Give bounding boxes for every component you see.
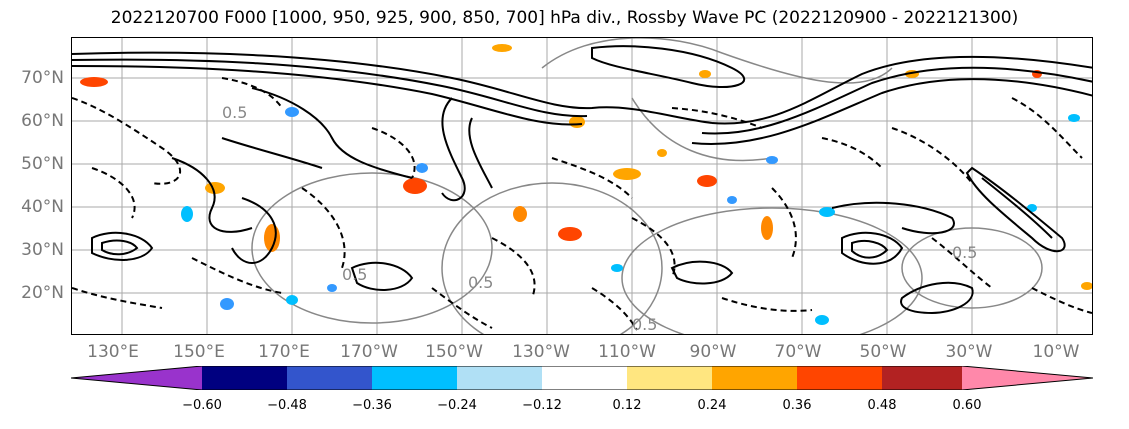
map-title: 2022120700 F000 [1000, 950, 925, 900, 85… (110, 8, 1019, 28)
lon-label-150e: 150°E (173, 342, 225, 362)
colorbar-segment (457, 366, 542, 390)
lon-label-90w: 90°W (689, 342, 737, 362)
colorbar-tick: −0.12 (522, 398, 562, 413)
colorbar-tick: −0.36 (352, 398, 392, 413)
colorbar-tick: 0.24 (697, 398, 727, 413)
colorbar-segment (882, 366, 962, 390)
colorbar-tick: 0.48 (867, 398, 897, 413)
divergence-contours (72, 45, 1092, 315)
colorbar-upper-extend (962, 366, 1093, 390)
colorbar-tick: −0.48 (267, 398, 307, 413)
lon-label-70w: 70°W (774, 342, 822, 362)
colorbar-tick: 0.36 (782, 398, 812, 413)
colorbar-segment (542, 366, 627, 390)
contour-label: 0.5 (632, 315, 657, 334)
colorbar-tick: −0.60 (182, 398, 222, 413)
lon-label-10w: 10°W (1032, 342, 1080, 362)
lon-label-150w: 150°W (425, 342, 483, 362)
contour-label: 0.5 (342, 265, 367, 284)
colorbar-lower-extend (71, 366, 202, 390)
divergence-shading (80, 44, 1092, 325)
lat-label-70n: 70°N (21, 68, 64, 88)
colorbar-tick: 0.60 (952, 398, 982, 413)
contour-label: 0.5 (952, 243, 977, 262)
contour-label: 0.5 (468, 273, 493, 292)
lat-label-50n: 50°N (21, 154, 64, 174)
map-plot-area: 0.5 0.5 0.5 0.5 0.5 (71, 37, 1093, 335)
colorbar-segment (627, 366, 712, 390)
colorbar-segment (797, 366, 882, 390)
colorbar (71, 366, 1093, 390)
colorbar-segment (372, 366, 457, 390)
lat-label-20n: 20°N (21, 283, 64, 303)
colorbar-segment (712, 366, 797, 390)
rossby-pc-contours (251, 38, 1043, 334)
map-canvas: 0.5 0.5 0.5 0.5 0.5 (72, 38, 1092, 334)
lon-label-30w: 30°W (945, 342, 993, 362)
colorbar-tick: 0.12 (612, 398, 642, 413)
contour-label: 0.5 (222, 103, 247, 122)
colorbar-segment (202, 366, 287, 390)
lon-label-50w: 50°W (859, 342, 907, 362)
lat-label-30n: 30°N (21, 240, 64, 260)
lat-label-60n: 60°N (21, 111, 64, 131)
lat-label-40n: 40°N (21, 197, 64, 217)
lon-label-170w: 170°W (340, 342, 398, 362)
contour-value-labels: 0.5 0.5 0.5 0.5 0.5 (222, 103, 977, 334)
lon-label-130e: 130°E (87, 342, 139, 362)
lon-label-110w: 110°W (598, 342, 656, 362)
colorbar-tick: −0.24 (437, 398, 477, 413)
lat-lon-grid (72, 38, 1092, 334)
lon-label-130w: 130°W (512, 342, 570, 362)
lon-label-170e: 170°E (258, 342, 310, 362)
colorbar-segment (287, 366, 372, 390)
negative-divergence-contours (72, 77, 1092, 331)
